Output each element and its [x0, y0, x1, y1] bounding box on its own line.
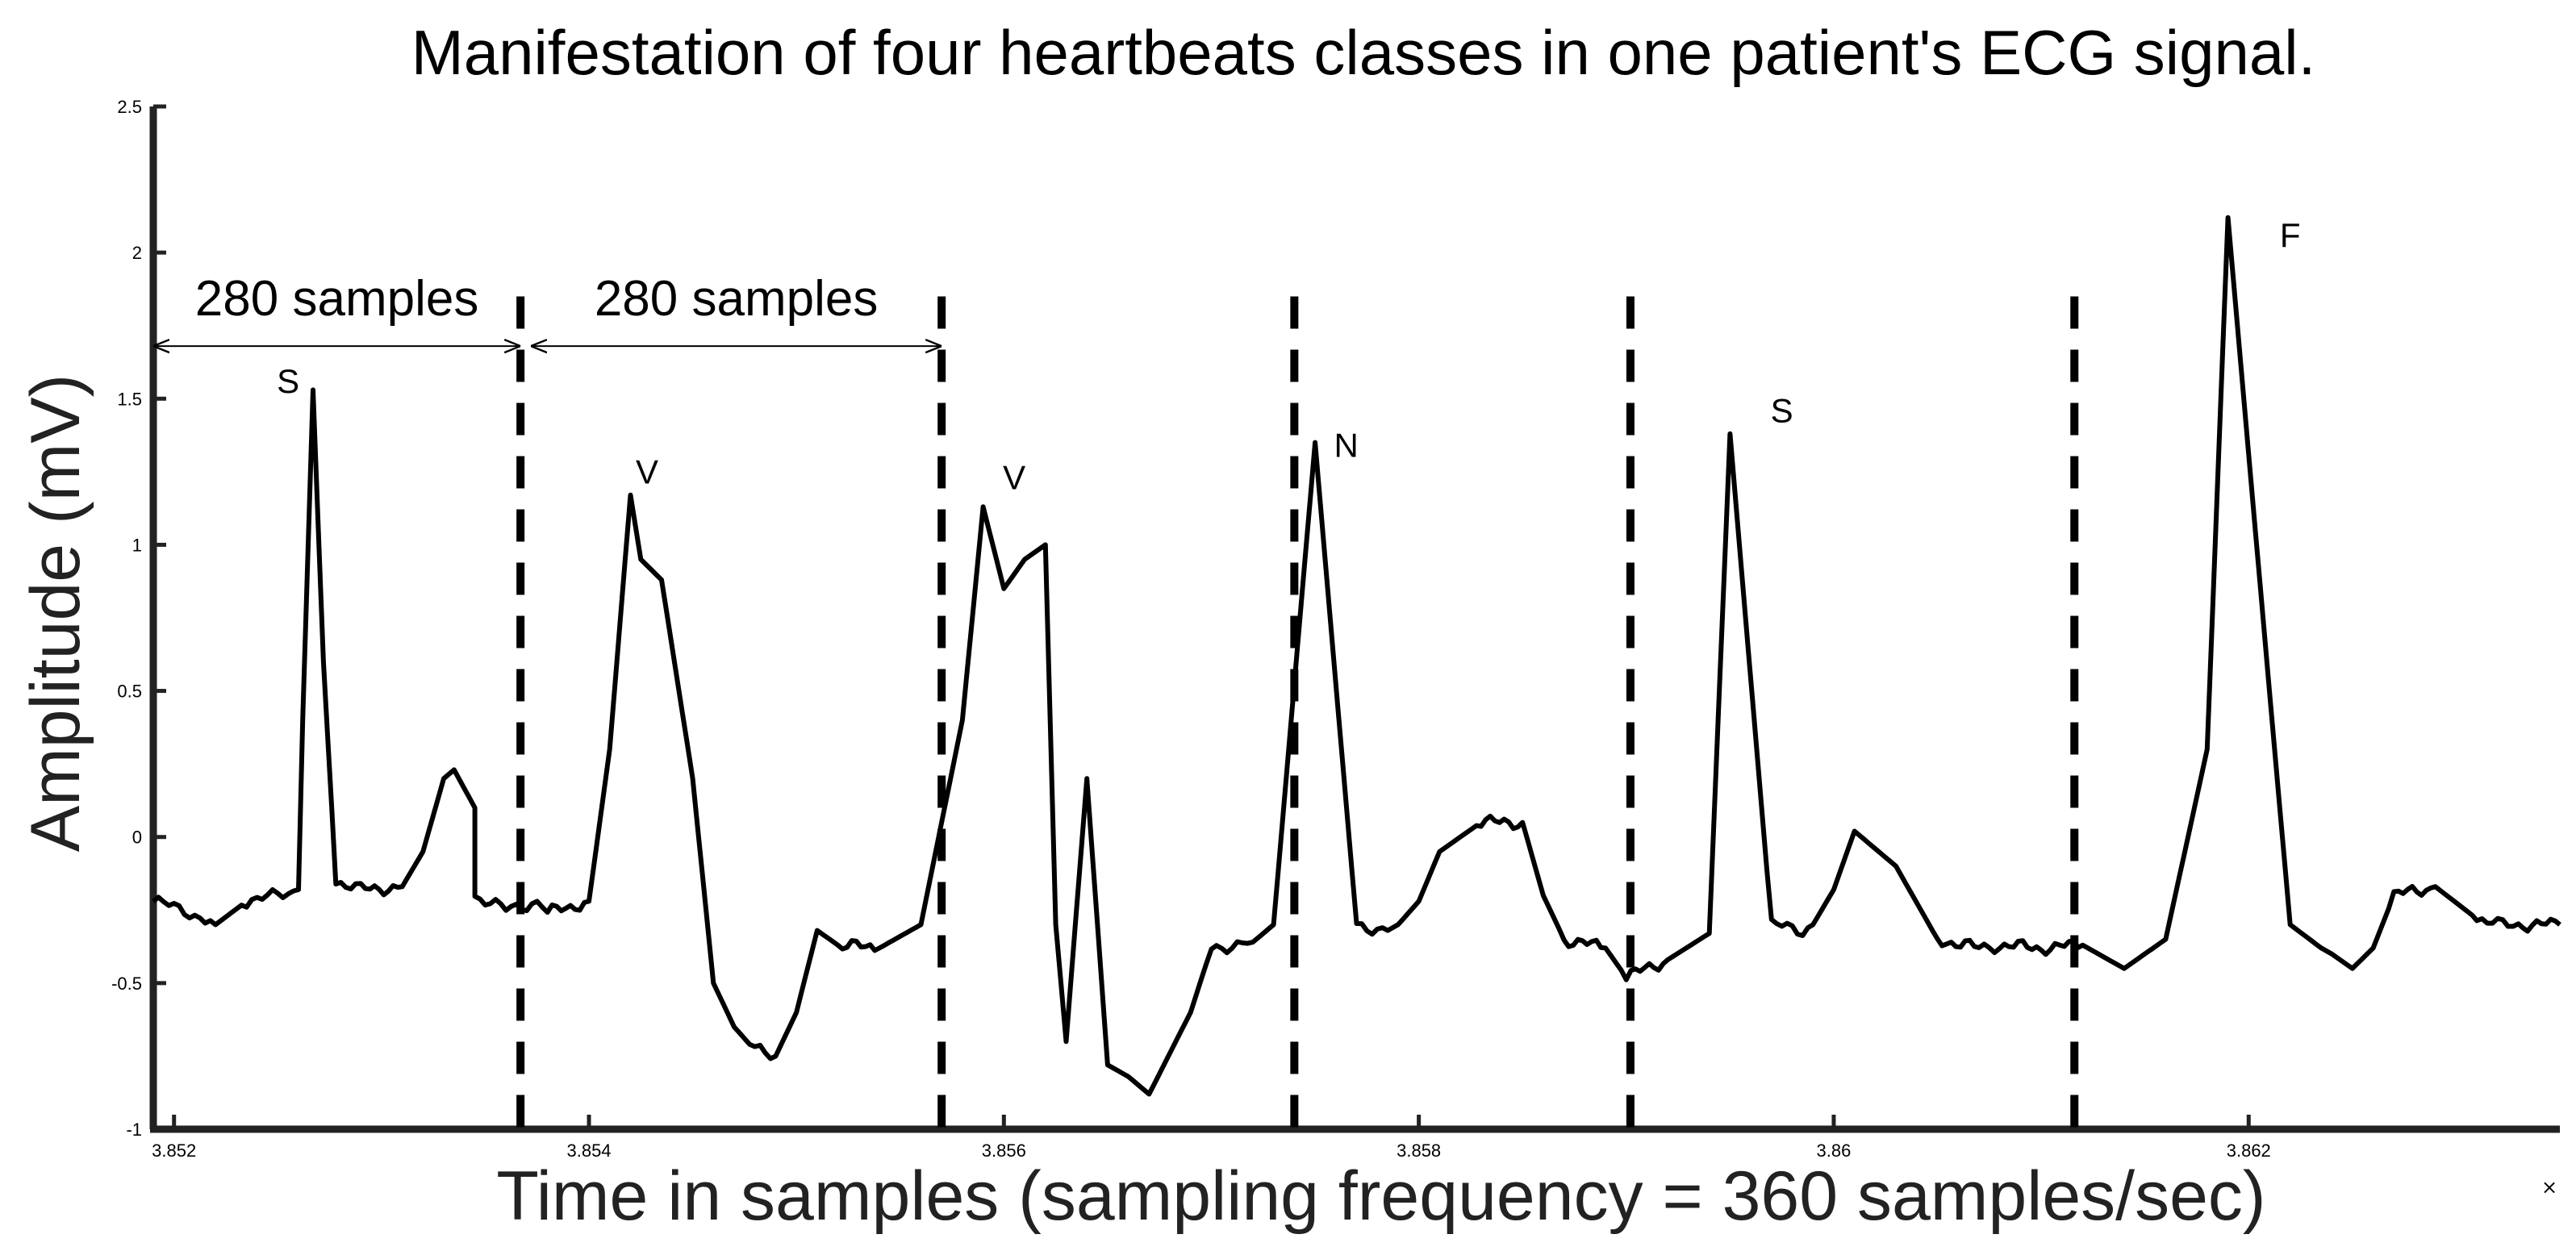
x-tick-label: 3.856	[982, 1140, 1026, 1161]
beat-class-label: N	[1334, 427, 1358, 465]
x-tick-label: 3.854	[566, 1140, 611, 1161]
x-tick-label: 3.86	[1817, 1140, 1852, 1161]
beat-class-label: F	[2280, 216, 2301, 254]
x-tick-label: 3.858	[1397, 1140, 1441, 1161]
corner-mark: ×	[2541, 1176, 2557, 1199]
span-label: 280 samples	[195, 271, 479, 327]
chart-title: Manifestation of four heartbeats classes…	[411, 17, 2316, 88]
y-tick-label: 2	[132, 243, 142, 263]
ecg-series-line	[152, 215, 2561, 1097]
y-tick-label: 1.5	[117, 389, 142, 409]
y-tick-label: 2.5	[117, 97, 142, 117]
y-tick-label: -1	[126, 1120, 142, 1140]
beat-class-label: S	[277, 362, 299, 400]
x-axis-title: Time in samples (sampling frequency = 36…	[496, 1157, 2265, 1235]
beat-class-label: V	[1003, 459, 1025, 497]
y-tick-label: 0.5	[117, 682, 142, 702]
beat-class-label: S	[1771, 391, 1793, 429]
y-tick-label: 0	[132, 828, 142, 848]
y-tick-label: 1	[132, 535, 142, 555]
x-tick-label: 3.852	[152, 1140, 196, 1161]
x-tick-label: 3.862	[2227, 1140, 2271, 1161]
beat-class-label: V	[636, 452, 658, 490]
y-tick-label: -0.5	[111, 974, 142, 994]
y-axis-title: Amplitude (mV)	[17, 374, 94, 853]
span-label: 280 samples	[595, 271, 879, 327]
plot-area: -1 -0.5 0 0.5 1 1.5 2 2.5 3.852 3.854 3.856 3.858 3.…	[111, 97, 2561, 1161]
